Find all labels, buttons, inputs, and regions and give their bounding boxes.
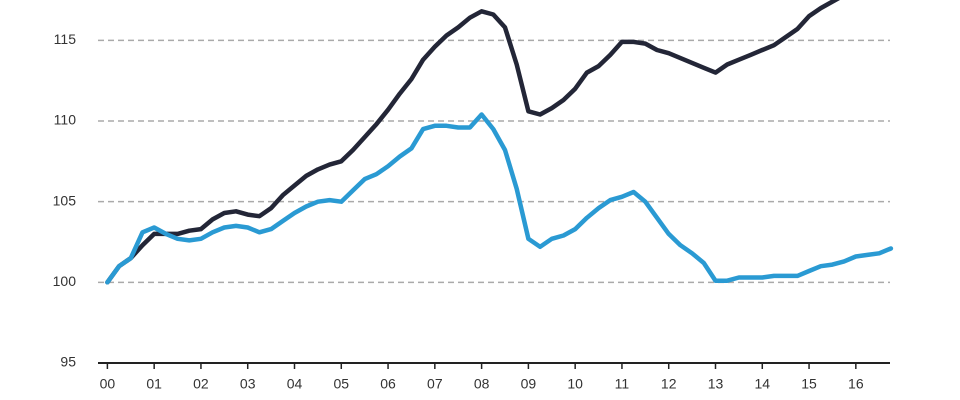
x-tick-label: 06 — [380, 376, 396, 392]
x-tick-label: 13 — [708, 376, 724, 392]
x-tick-label: 09 — [521, 376, 537, 392]
series-line — [105, 0, 841, 285]
x-tick-label: 16 — [848, 376, 864, 392]
x-tick-label: 08 — [474, 376, 490, 392]
x-tick-label: 04 — [287, 376, 303, 392]
x-tick-label: 10 — [567, 376, 583, 392]
x-tick-label: 00 — [100, 376, 116, 392]
y-tick-label: 95 — [60, 354, 76, 370]
x-tick-label: 12 — [661, 376, 677, 392]
series-line — [105, 112, 894, 285]
x-tick-label: 11 — [615, 376, 630, 392]
x-tick-label: 14 — [754, 376, 770, 392]
y-tick-label: 115 — [54, 31, 77, 47]
x-tick-label: 01 — [146, 376, 162, 392]
x-tick-label: 15 — [801, 376, 817, 392]
y-tick-label: 105 — [53, 192, 77, 208]
x-tick-label: 03 — [240, 376, 256, 392]
x-tick-label: 02 — [193, 376, 209, 392]
y-tick-label: 100 — [53, 273, 77, 289]
x-tick-label: 07 — [427, 376, 443, 392]
x-tick-label: 05 — [333, 376, 349, 392]
y-tick-label: 110 — [54, 112, 77, 128]
